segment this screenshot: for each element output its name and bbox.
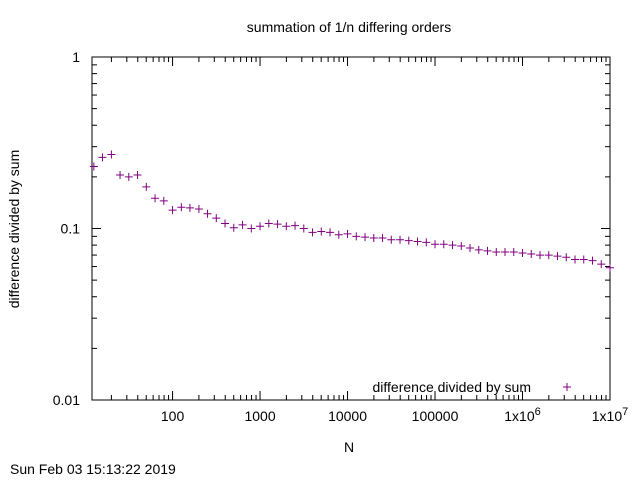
- y-tick-label: 0.01: [53, 392, 80, 408]
- data-point: [343, 229, 352, 238]
- data-point: [413, 237, 422, 246]
- data-point: [282, 222, 291, 231]
- data-point: [203, 209, 212, 218]
- data-point: [544, 251, 553, 260]
- data-point: [116, 171, 125, 180]
- data-point: [326, 228, 335, 237]
- data-point: [291, 221, 300, 230]
- data-point: [159, 196, 168, 205]
- data-point: [527, 250, 536, 259]
- data-point: [151, 194, 160, 203]
- data-point: [518, 248, 527, 257]
- x-tick-exponent: 7: [622, 406, 628, 418]
- data-point: [107, 150, 116, 159]
- data-point: [185, 203, 194, 212]
- plot-frame: [91, 56, 611, 401]
- legend-label: difference divided by sum: [373, 379, 532, 395]
- data-point: [221, 219, 230, 228]
- data-point: [579, 255, 588, 264]
- data-point: [124, 172, 133, 181]
- data-point: [89, 162, 98, 171]
- x-tick-exponent: 6: [535, 406, 541, 418]
- data-point: [448, 241, 457, 250]
- y-tick-label: 0.1: [61, 221, 81, 237]
- data-point: [247, 224, 256, 233]
- timestamp: Sun Feb 03 15:13:22 2019: [10, 461, 176, 477]
- data-point: [256, 222, 265, 231]
- data-point: [361, 233, 370, 242]
- data-point: [431, 240, 440, 249]
- data-point: [474, 245, 483, 254]
- data-point: [378, 234, 387, 243]
- y-tick-labels: 0.01 0.1 1: [53, 49, 80, 408]
- x-axis-label: N: [344, 439, 354, 455]
- data-point: [466, 243, 475, 252]
- data-point: [606, 263, 614, 272]
- data-point: [299, 224, 308, 233]
- data-point: [308, 228, 317, 237]
- x-tick-label: 1000: [244, 408, 275, 424]
- data-point: [334, 230, 343, 239]
- data-point: [422, 238, 431, 247]
- data-points: [89, 150, 614, 272]
- y-axis-label: difference divided by sum: [6, 150, 22, 309]
- data-point: [238, 220, 247, 229]
- x-tick-label: 100: [161, 408, 185, 424]
- data-point: [168, 206, 177, 215]
- data-point: [404, 236, 413, 245]
- tick-marks: [92, 56, 611, 401]
- data-point: [317, 227, 326, 236]
- x-tick-labels: 100 1000 10000 100000 1x106 1x107: [161, 406, 628, 424]
- y-tick-label: 1: [72, 49, 80, 65]
- x-tick-label: 1x107: [592, 406, 628, 424]
- data-point: [439, 240, 448, 249]
- data-point: [396, 235, 405, 244]
- data-point: [369, 234, 378, 243]
- data-point: [536, 251, 545, 260]
- data-point: [501, 247, 510, 256]
- data-point: [194, 204, 203, 213]
- data-point: [387, 235, 396, 244]
- data-point: [229, 223, 238, 232]
- data-point: [352, 232, 361, 241]
- x-tick-label: 1x106: [504, 406, 540, 424]
- data-point: [273, 220, 282, 229]
- x-tick-label: 10000: [328, 408, 367, 424]
- data-point: [562, 253, 571, 262]
- data-point: [177, 203, 186, 212]
- data-point: [264, 219, 273, 228]
- data-point: [588, 256, 597, 265]
- data-point: [133, 171, 142, 180]
- data-point: [571, 255, 580, 264]
- chart-title: summation of 1/n differing orders: [247, 19, 451, 35]
- data-point: [212, 214, 221, 223]
- data-point: [457, 242, 466, 251]
- data-point: [142, 182, 151, 191]
- x-tick-label: 100000: [412, 408, 459, 424]
- legend-marker-symbol: [563, 383, 571, 391]
- data-point: [483, 246, 492, 255]
- data-point: [492, 247, 501, 256]
- data-point: [98, 153, 107, 162]
- data-point: [553, 252, 562, 261]
- data-point: [597, 260, 606, 269]
- legend: difference divided by sum: [373, 379, 571, 395]
- data-point: [509, 247, 518, 256]
- legend-marker: [563, 383, 571, 391]
